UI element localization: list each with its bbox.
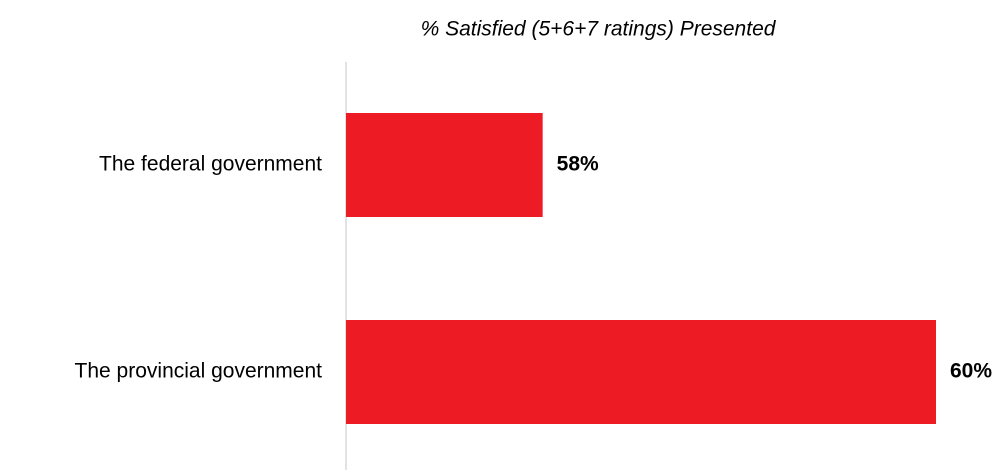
value-label: 58% <box>557 153 599 176</box>
bar <box>346 113 543 217</box>
category-label: The provincial government <box>75 360 323 383</box>
category-label: The federal government <box>99 153 322 176</box>
value-label: 60% <box>950 360 992 383</box>
chart-title: % Satisfied (5+6+7 ratings) Presented <box>421 18 777 41</box>
bar <box>346 320 936 424</box>
